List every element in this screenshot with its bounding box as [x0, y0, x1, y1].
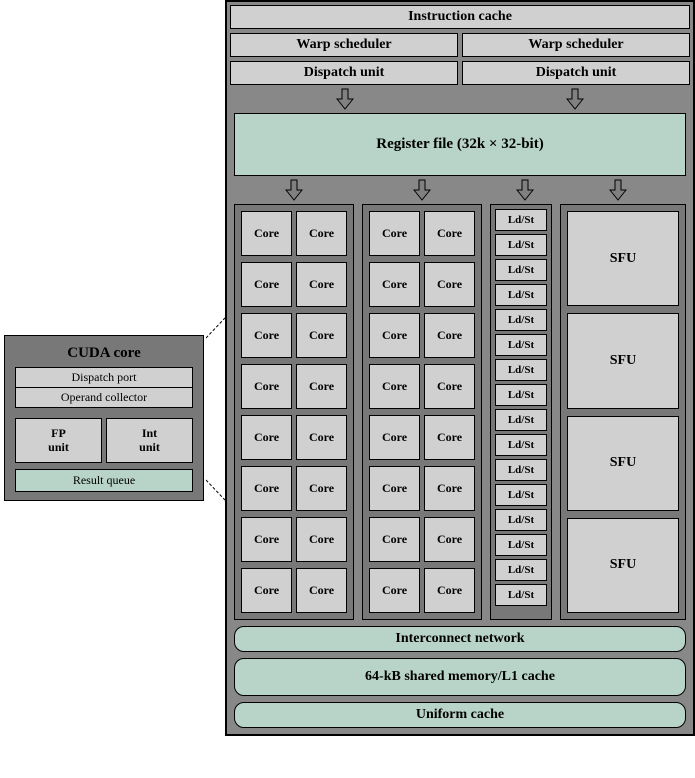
core-cell: Core [369, 466, 420, 511]
sfu-cell: SFU [567, 518, 679, 613]
core-cell: Core [424, 466, 475, 511]
ldst-cell: Ld/St [495, 234, 547, 256]
core-cell: Core [296, 262, 347, 307]
dispatch-unit-left: Dispatch unit [230, 61, 458, 85]
ldst-cell: Ld/St [495, 434, 547, 456]
arrow-row-mid [230, 176, 690, 204]
cuda-core-callout: CUDA core Dispatch port Operand collecto… [4, 335, 204, 501]
core-cell: Core [241, 415, 292, 460]
sm-container: Instruction cache Warp scheduler Warp sc… [225, 0, 695, 736]
core-cell: Core [369, 517, 420, 562]
ldst-cell: Ld/St [495, 334, 547, 356]
execution-units-row: CoreCoreCoreCoreCoreCoreCoreCoreCoreCore… [230, 204, 690, 620]
core-cell: Core [296, 415, 347, 460]
instruction-cache: Instruction cache [230, 5, 690, 29]
arrow-down-icon [516, 178, 534, 202]
dispatch-port: Dispatch port [15, 367, 193, 388]
core-cell: Core [424, 364, 475, 409]
ldst-cell: Ld/St [495, 384, 547, 406]
uniform-cache: Uniform cache [234, 702, 686, 728]
sfu-cell: SFU [567, 211, 679, 306]
core-cell: Core [369, 262, 420, 307]
core-cell: Core [369, 364, 420, 409]
ldst-cell: Ld/St [495, 309, 547, 331]
ldst-cell: Ld/St [495, 584, 547, 606]
core-cell: Core [241, 517, 292, 562]
arrow-down-icon [336, 87, 354, 111]
core-cell: Core [424, 568, 475, 613]
ldst-cell: Ld/St [495, 534, 547, 556]
arrow-down-icon [566, 87, 584, 111]
core-cell: Core [241, 313, 292, 358]
core-cell: Core [241, 211, 292, 256]
shared-memory-l1: 64-kB shared memory/L1 cache [234, 658, 686, 696]
ldst-cell: Ld/St [495, 459, 547, 481]
fp-unit: FPunit [15, 418, 102, 463]
arrow-down-icon [285, 178, 303, 202]
sfu-cell: SFU [567, 313, 679, 408]
arrow-down-icon [413, 178, 431, 202]
warp-scheduler-right: Warp scheduler [462, 33, 690, 57]
core-cell: Core [241, 466, 292, 511]
warp-scheduler-left: Warp scheduler [230, 33, 458, 57]
ldst-cell: Ld/St [495, 284, 547, 306]
register-file: Register file (32k × 32-bit) [234, 113, 686, 176]
arrow-down-icon [609, 178, 627, 202]
sfu-cell: SFU [567, 416, 679, 511]
ldst-cell: Ld/St [495, 209, 547, 231]
core-cell: Core [241, 262, 292, 307]
ldst-cell: Ld/St [495, 484, 547, 506]
core-block-1: CoreCoreCoreCoreCoreCoreCoreCoreCoreCore… [234, 204, 354, 620]
result-queue: Result queue [15, 469, 193, 492]
core-cell: Core [424, 313, 475, 358]
core-cell: Core [369, 211, 420, 256]
cuda-core-title: CUDA core [11, 342, 197, 367]
core-cell: Core [424, 211, 475, 256]
arrow-row-top [230, 85, 690, 113]
core-cell: Core [424, 415, 475, 460]
core-cell: Core [369, 415, 420, 460]
int-unit: Intunit [106, 418, 193, 463]
dispatch-unit-right: Dispatch unit [462, 61, 690, 85]
interconnect-network: Interconnect network [234, 626, 686, 652]
ldst-cell: Ld/St [495, 359, 547, 381]
core-cell: Core [296, 313, 347, 358]
sfu-block: SFUSFUSFUSFU [560, 204, 686, 620]
core-cell: Core [296, 466, 347, 511]
ldst-cell: Ld/St [495, 259, 547, 281]
core-cell: Core [296, 568, 347, 613]
ldst-cell: Ld/St [495, 559, 547, 581]
operand-collector: Operand collector [15, 388, 193, 408]
core-cell: Core [296, 364, 347, 409]
core-cell: Core [296, 211, 347, 256]
core-cell: Core [424, 262, 475, 307]
core-cell: Core [369, 313, 420, 358]
ldst-cell: Ld/St [495, 509, 547, 531]
core-cell: Core [424, 517, 475, 562]
ldst-block: Ld/St Ld/St Ld/St Ld/St Ld/St Ld/St Ld/St Ld/St… [490, 204, 552, 620]
core-block-2: CoreCoreCoreCoreCoreCoreCoreCoreCoreCore… [362, 204, 482, 620]
core-cell: Core [296, 517, 347, 562]
ldst-cell: Ld/St [495, 409, 547, 431]
core-cell: Core [241, 364, 292, 409]
core-cell: Core [369, 568, 420, 613]
core-cell: Core [241, 568, 292, 613]
